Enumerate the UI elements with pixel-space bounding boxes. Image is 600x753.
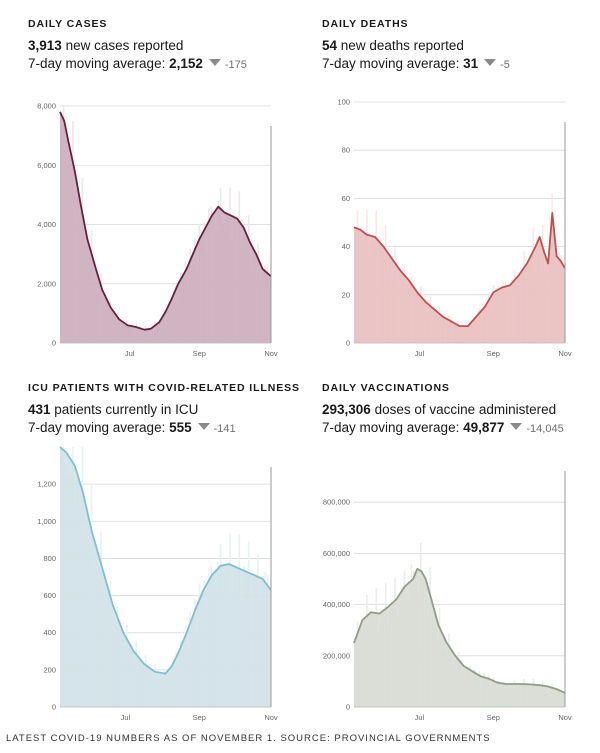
panel-icu-patients: ICU PATIENTS WITH COVID-RELATED ILLNESS … [28, 382, 299, 727]
average-label: 7-day moving average: [28, 420, 166, 435]
panel-daily-deaths: DAILY DEATHS 54 new deaths reported 7-da… [322, 18, 572, 363]
y-tick-label: 60 [342, 194, 350, 203]
average-label: 7-day moving average: [322, 420, 460, 435]
stat-text: new cases reported [65, 38, 184, 53]
x-tick-label: Sep [193, 349, 206, 358]
panel-title: DAILY CASES [28, 18, 108, 30]
x-tick-label: Jul [415, 349, 425, 358]
stat-text: patients currently in ICU [54, 402, 199, 417]
panel-title: DAILY VACCINATIONS [322, 382, 450, 394]
change-value: -14,045 [526, 423, 564, 435]
average-value: 49,877 [463, 420, 505, 435]
stat-text: new deaths reported [340, 38, 464, 53]
stat-value: 293,306 [322, 402, 371, 417]
cases-chart: 0 2,000 4,000 6,000 8,000 Jul Sep Nov [37, 102, 278, 359]
y-tick-label: 1,200 [37, 480, 56, 489]
x-tick-label: Nov [264, 349, 278, 358]
panel-title: DAILY DEATHS [322, 18, 409, 30]
stat-line: 3,913 new cases reported [28, 38, 183, 53]
y-tick-label: 20 [342, 290, 350, 299]
y-tick-label: 40 [342, 242, 350, 251]
stat-value: 3,913 [28, 38, 62, 53]
average-label: 7-day moving average: [28, 56, 166, 71]
stat-line: 431 patients currently in ICU [28, 402, 198, 417]
y-tick-label: 8,000 [37, 102, 56, 111]
change-value: -5 [500, 59, 510, 71]
y-tick-label: 400,000 [323, 600, 350, 609]
average-line [59, 111, 272, 331]
down-triangle-icon [208, 59, 221, 66]
average-line [353, 212, 566, 327]
y-tick-label: 600,000 [323, 549, 350, 558]
x-tick-label: Nov [264, 713, 278, 722]
change-value: -141 [213, 423, 236, 435]
panel-daily-vaccinations: DAILY VACCINATIONS 293,306 doses of vacc… [322, 382, 572, 727]
y-tick-label: 2,000 [37, 279, 56, 288]
y-tick-label: 800,000 [323, 498, 350, 507]
y-tick-label: 0 [346, 703, 350, 712]
y-tick-label: 1,000 [37, 517, 56, 526]
x-tick-label: Sep [487, 713, 500, 722]
stat-value: 431 [28, 402, 51, 417]
panel-daily-cases: DAILY CASES 3,913 new cases reported 7-d… [28, 18, 278, 363]
x-tick-label: Jul [125, 349, 135, 358]
x-tick-label: Jul [415, 713, 425, 722]
y-tick-label: 200,000 [323, 651, 350, 660]
y-tick-label: 0 [52, 339, 56, 348]
average-line: 7-day moving average: 31 -5 [322, 56, 510, 71]
average-area [354, 212, 565, 343]
y-tick-label: 0 [52, 703, 56, 712]
average-line: 7-day moving average: 2,152 -175 [28, 56, 247, 71]
average-line [353, 567, 566, 694]
y-tick-label: 80 [342, 146, 350, 155]
source-footnote: LATEST COVID-19 NUMBERS AS OF NOVEMBER 1… [6, 733, 491, 744]
x-tick-label: Nov [558, 349, 572, 358]
stat-line: 293,306 doses of vaccine administered [322, 402, 556, 417]
average-line: 7-day moving average: 49,877 -14,045 [322, 420, 564, 435]
vaccinations-chart: 0 200,000 400,000 600,000 800,000 Jul Sep Nov [323, 471, 572, 722]
average-area [60, 111, 271, 344]
stat-line: 54 new deaths reported [322, 38, 464, 53]
down-triangle-icon [484, 59, 497, 66]
x-tick-label: Sep [193, 713, 206, 722]
x-tick-label: Nov [558, 713, 572, 722]
y-tick-label: 200 [43, 665, 56, 674]
y-tick-label: 400 [43, 628, 56, 637]
x-tick-label: Sep [487, 349, 500, 358]
x-tick-label: Jul [121, 713, 131, 722]
y-tick-label: 4,000 [37, 220, 56, 229]
panel-title: ICU PATIENTS WITH COVID-RELATED ILLNESS [28, 382, 300, 394]
average-line [59, 446, 272, 675]
y-tick-label: 800 [43, 554, 56, 563]
y-tick-label: 0 [346, 339, 350, 348]
y-tick-label: 6,000 [37, 161, 56, 170]
down-triangle-icon [510, 423, 523, 430]
average-value: 2,152 [169, 56, 203, 71]
average-area [354, 568, 565, 707]
y-tick-label: 100 [337, 98, 350, 107]
average-value: 31 [463, 56, 479, 71]
average-line: 7-day moving average: 555 -141 [28, 420, 236, 435]
average-area [60, 447, 271, 707]
stat-value: 54 [322, 38, 338, 53]
stat-text: doses of vaccine administered [374, 402, 557, 417]
change-value: -175 [224, 59, 247, 71]
down-triangle-icon [197, 423, 210, 430]
y-tick-label: 600 [43, 591, 56, 600]
deaths-chart: 0 20 40 60 80 100 Jul Sep Nov [337, 98, 572, 359]
average-label: 7-day moving average: [322, 56, 460, 71]
icu-chart: 0 200 400 600 800 1,000 1,200 Jul Sep Nov [37, 446, 278, 722]
average-value: 555 [169, 420, 192, 435]
